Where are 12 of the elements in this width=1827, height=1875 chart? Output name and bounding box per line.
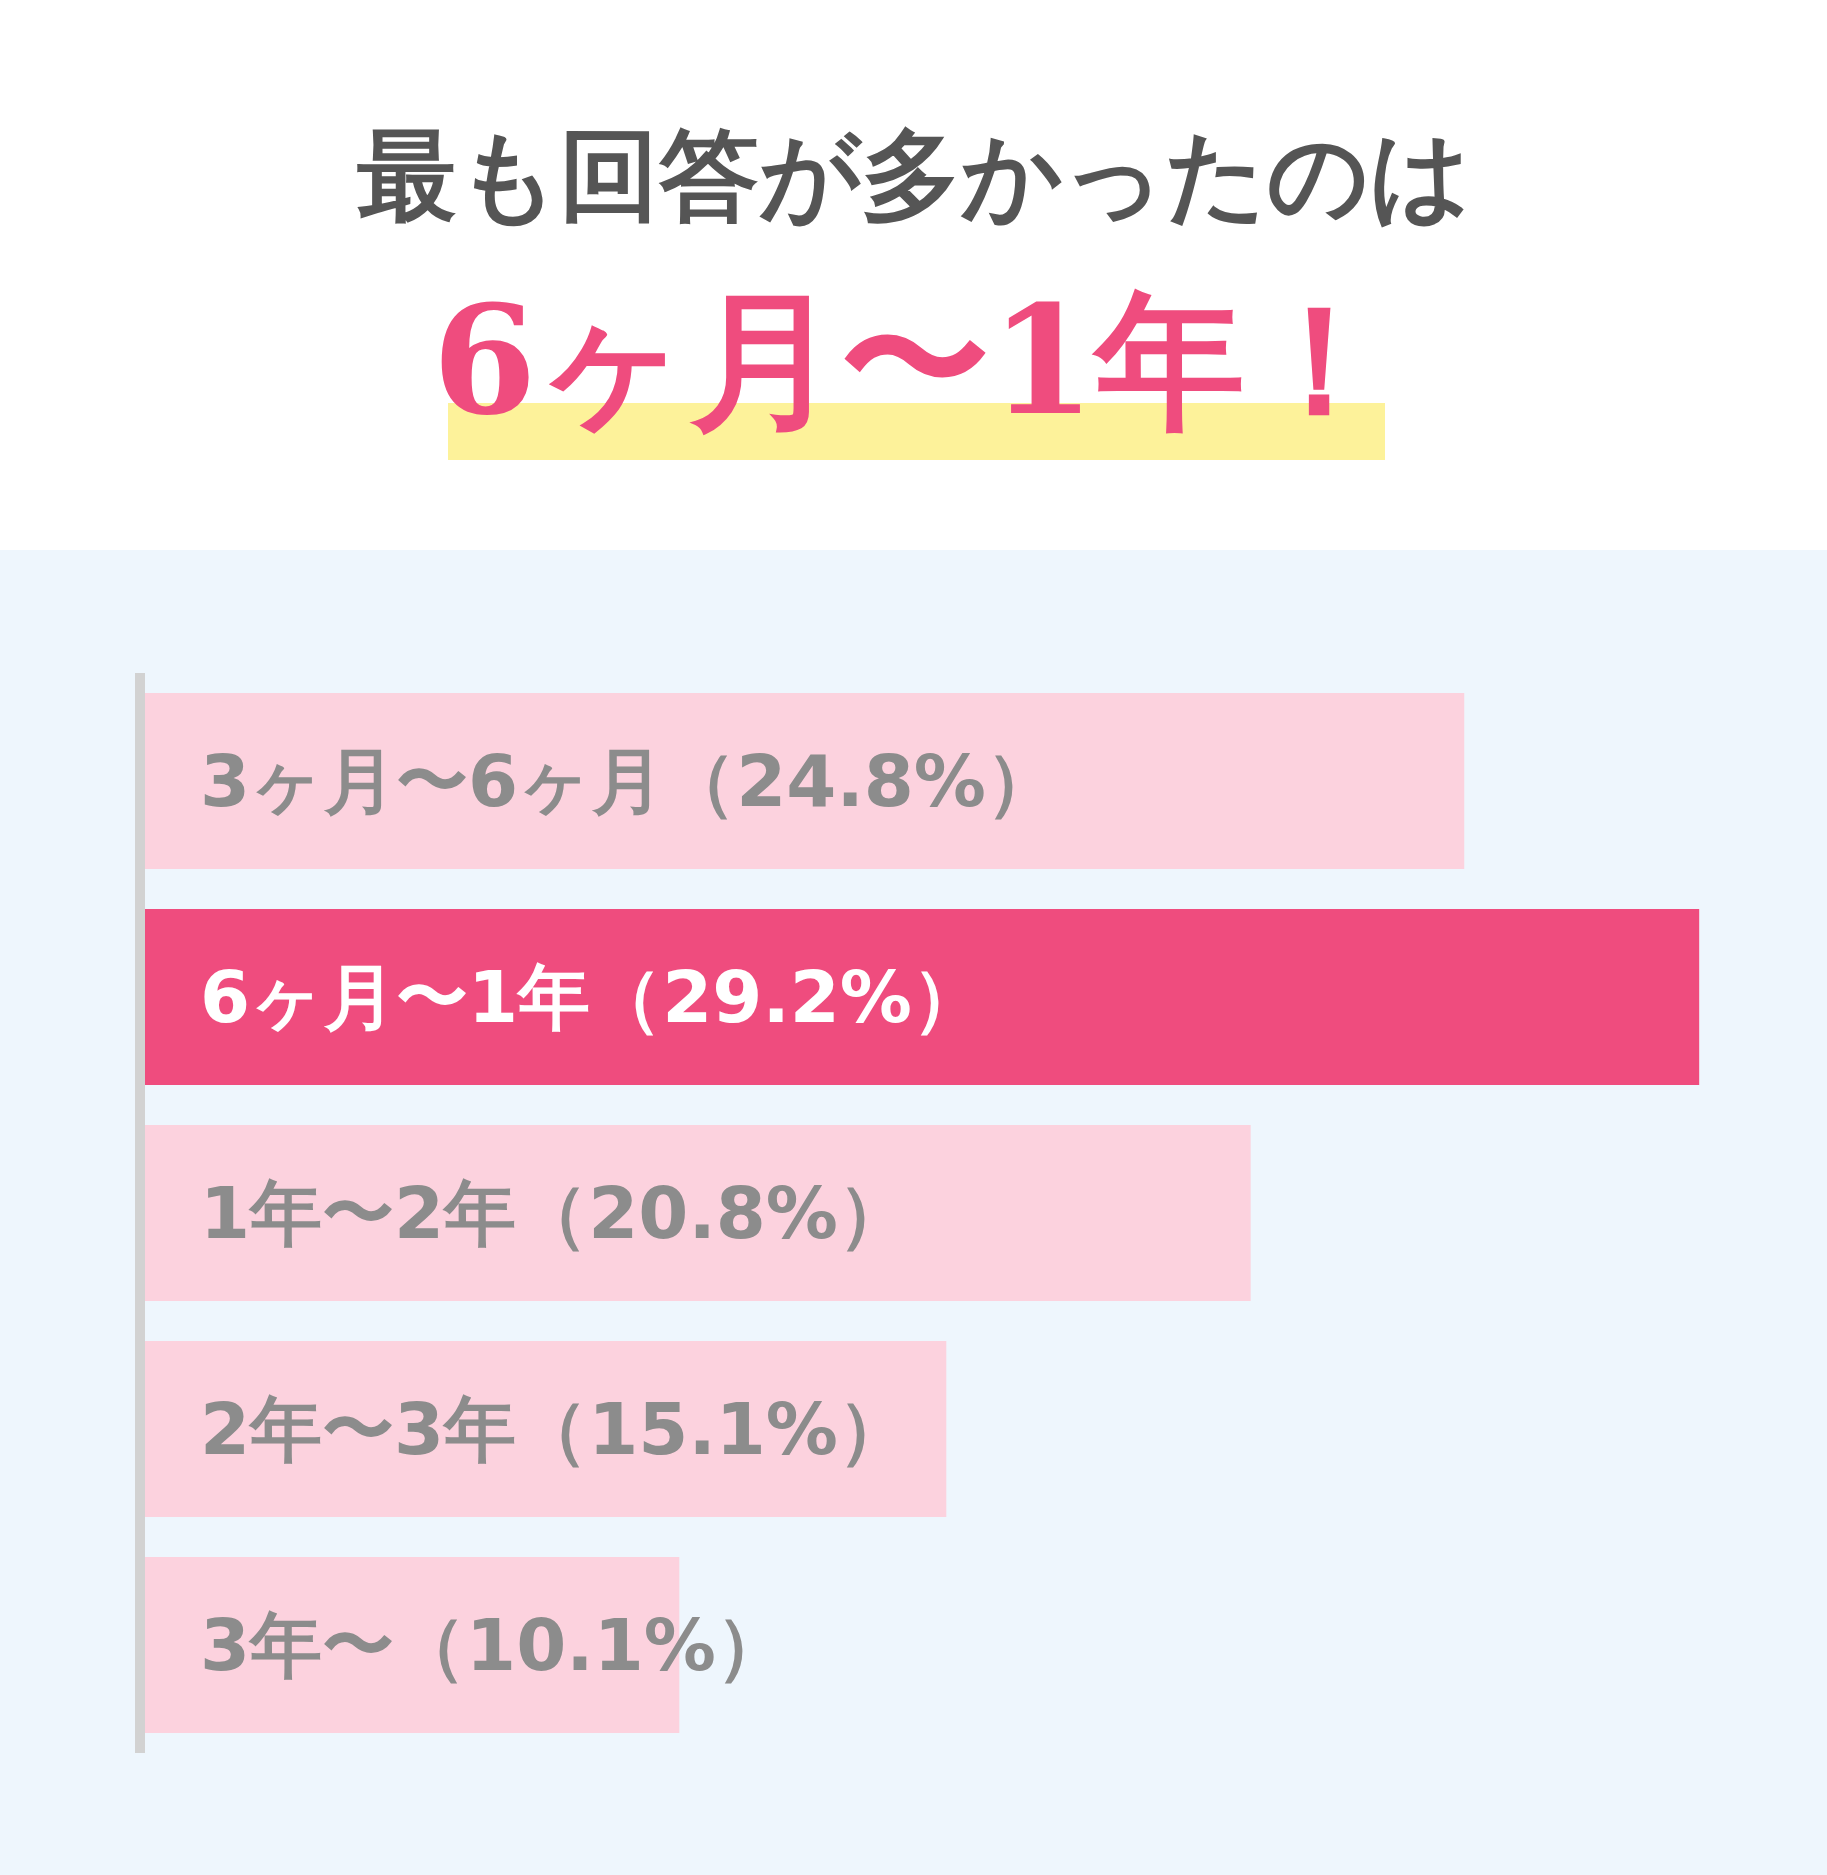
y-tick-label: 6ヶ月〜1年	[200, 955, 591, 1039]
chart-subtitle: 6ヶ月〜1年！	[431, 271, 1396, 450]
data-label: （10.1%）	[394, 1603, 788, 1687]
y-tick-label: 3ヶ月〜6ヶ月	[200, 739, 665, 823]
data-label: （20.8%）	[516, 1171, 910, 1255]
data-label: （29.2%）	[590, 955, 984, 1039]
chart-title: 最も回答が多かったのは	[355, 115, 1472, 236]
y-tick-label: 1年〜2年	[200, 1171, 517, 1255]
y-tick-label: 2年〜3年	[200, 1387, 517, 1471]
y-tick-label: 3年〜	[200, 1603, 395, 1687]
data-label: （15.1%）	[516, 1387, 910, 1471]
data-label: （24.8%）	[664, 739, 1058, 823]
